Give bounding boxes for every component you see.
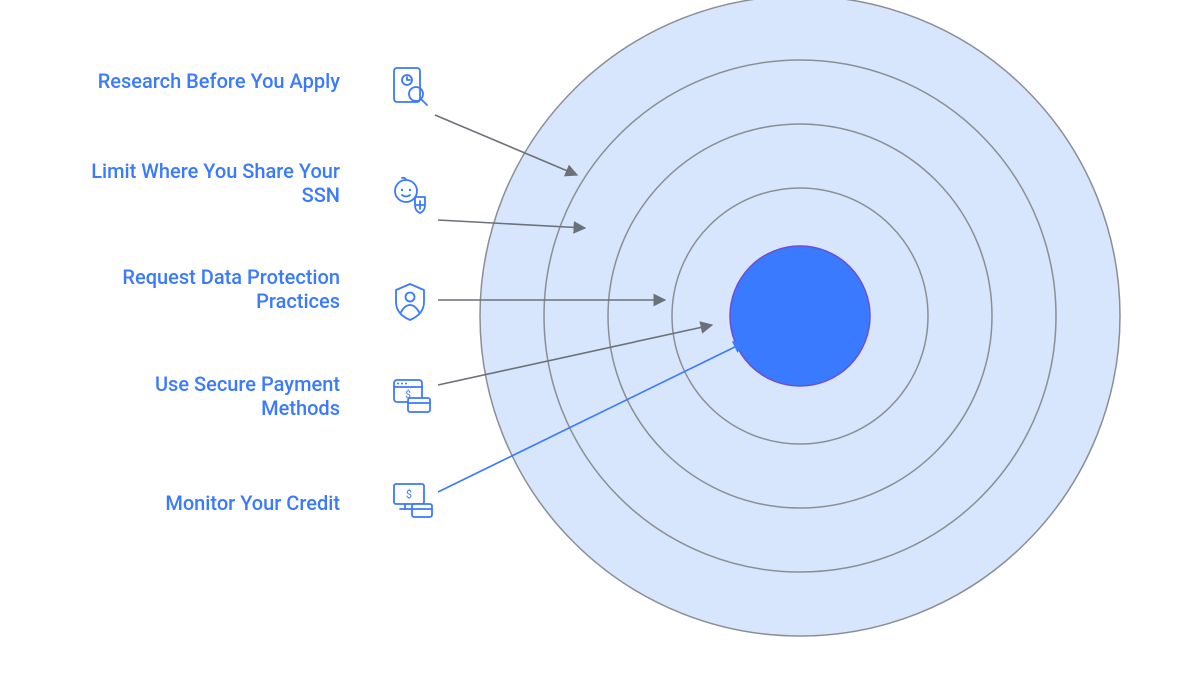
target-diagram: Research Before You Apply Limit Where You… [0,0,1200,680]
browser-card-icon: $ [394,380,430,412]
diagram-item: Research Before You Apply [98,68,427,105]
svg-text:Methods: Methods [261,396,340,420]
svg-text:Limit Where You Share Your: Limit Where You Share Your [91,159,340,183]
monitor-card-icon: $ [394,484,432,517]
svg-text:$: $ [406,488,412,501]
svg-text:Research Before You Apply: Research Before You Apply [98,69,341,93]
svg-text:Practices: Practices [256,289,340,313]
diagram-item: Request Data ProtectionPractices [122,265,424,320]
diagram-item: Limit Where You Share YourSSN [91,159,425,213]
diagram-item: Monitor Your Credit $ [165,484,432,517]
shield-person-icon [396,284,424,320]
svg-text:Monitor Your Credit: Monitor Your Credit [165,491,340,515]
diagram-item: Use Secure PaymentMethods $ [155,372,430,420]
svg-text:Use Secure Payment: Use Secure Payment [155,372,340,396]
labels: Research Before You Apply Limit Where You… [91,68,432,517]
svg-text:Request Data Protection: Request Data Protection [122,265,340,289]
baby-shield-icon [395,178,425,213]
target-center [730,246,870,386]
svg-text:SSN: SSN [302,183,340,207]
user-search-icon [394,68,427,105]
